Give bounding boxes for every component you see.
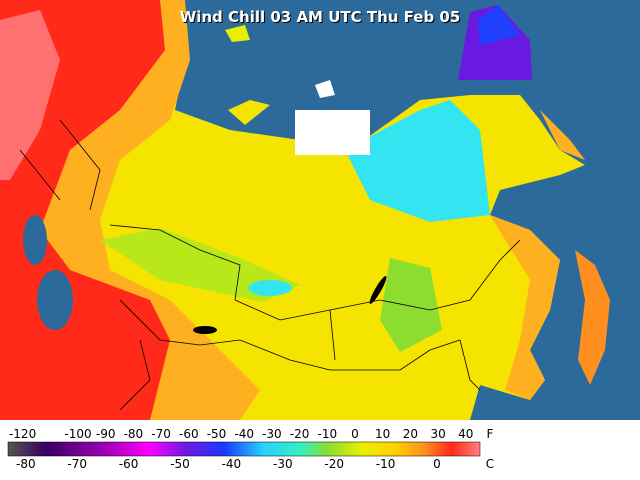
cyan-zone: [345, 100, 490, 222]
fahrenheit-tick-label: 10: [375, 427, 390, 441]
no-data-area: [295, 110, 370, 155]
celsius-tick-label: -10: [376, 457, 396, 471]
fahrenheit-tick-label: -10: [317, 427, 337, 441]
fahrenheit-tick-label: 40: [458, 427, 473, 441]
fahrenheit-tick-label: -80: [124, 427, 144, 441]
border-line: [109, 224, 521, 321]
fahrenheit-tick-label: 0: [351, 427, 359, 441]
sea: [23, 215, 47, 265]
green-zone-east: [380, 258, 442, 352]
celsius-tick-label: -30: [273, 457, 293, 471]
fahrenheit-tick-label: -120: [9, 427, 36, 441]
cyan-patch: [248, 280, 292, 296]
fahrenheit-tick-label: -50: [207, 427, 227, 441]
green-zone-west: [100, 228, 300, 302]
border-line: [119, 299, 461, 371]
celsius-unit: C: [486, 457, 494, 471]
orange-east: [490, 215, 560, 400]
celsius-tick-label: -70: [67, 457, 87, 471]
pink-zone: [0, 10, 60, 180]
title-shadow: Wind Chill 03 AM UTC Thu Feb 05: [181, 9, 462, 27]
fahrenheit-tick-label: -100: [64, 427, 91, 441]
fahrenheit-unit: F: [487, 427, 494, 441]
purple-zone: [458, 5, 532, 80]
celsius-tick-label: -60: [119, 457, 139, 471]
celsius-tick-label: -50: [170, 457, 190, 471]
celsius-tick-label: -20: [324, 457, 344, 471]
celsius-tick-label: -80: [16, 457, 36, 471]
fahrenheit-tick-label: -40: [234, 427, 254, 441]
map-area: [0, 0, 640, 420]
fahrenheit-tick-label: -30: [262, 427, 282, 441]
sakhalin: [540, 110, 585, 160]
celsius-tick-label: -40: [222, 457, 242, 471]
island: [228, 100, 270, 125]
border-line: [19, 119, 151, 411]
color-scale: [7, 441, 481, 457]
fahrenheit-tick-label: 20: [403, 427, 418, 441]
legend: -120 -100 -90 -80 -70 -60 -50 -40 -30 -20 -10 0 10 20…: [9, 427, 494, 471]
lake: [193, 326, 217, 334]
blue-zone: [478, 5, 520, 45]
sea: [37, 270, 73, 330]
fahrenheit-tick-label: -90: [96, 427, 116, 441]
island: [315, 80, 335, 98]
island: [225, 25, 250, 42]
title: Wind Chill 03 AM UTC Thu Feb 05: [180, 8, 461, 26]
fahrenheit-tick-label: -20: [290, 427, 310, 441]
fahrenheit-tick-label: 30: [430, 427, 445, 441]
fahrenheit-tick-label: -70: [151, 427, 171, 441]
fahrenheit-tick-label: -60: [179, 427, 199, 441]
celsius-tick-label: 0: [433, 457, 441, 471]
lake: [369, 276, 387, 304]
border-line: [329, 309, 481, 391]
kamchatka: [575, 250, 610, 385]
